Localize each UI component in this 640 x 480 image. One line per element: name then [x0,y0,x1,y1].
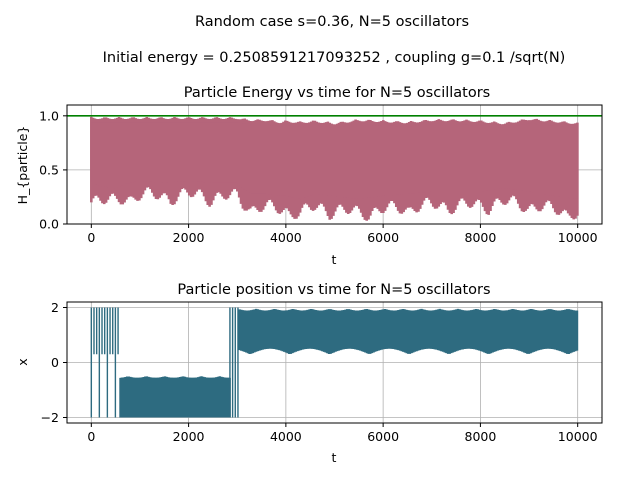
energy-axes-frame [66,104,603,225]
x-tick-label: 0 [87,230,95,245]
x-tick-label: 0 [87,429,95,444]
position-band-3 [239,313,578,341]
energy-series [90,116,579,221]
y-tick-label: 1.0 [39,108,59,123]
x-tick-label: 8000 [465,429,497,444]
x-tick-label: 10000 [558,230,598,245]
y-tick-label: 2 [51,300,59,315]
x-tick-label: 6000 [367,230,399,245]
energy-xlabel: t [332,252,337,267]
position-band-1 [120,377,230,417]
y-tick-label: 0.0 [39,217,59,232]
x-tick-label: 4000 [270,429,302,444]
figure-suptitle-line1: Random case s=0.36, N=5 oscillators [195,14,469,30]
position-xlabel: t [332,450,337,465]
x-tick-label: 6000 [367,429,399,444]
figure-suptitle-line2: Initial energy = 0.2508591217093252 , co… [103,50,566,66]
energy-chart-title: Particle Energy vs time for N=5 oscillat… [184,85,491,101]
position-chart-title: Particle position vs time for N=5 oscill… [177,282,490,298]
energy-ylabel: H_{particle} [15,126,30,205]
y-tick-label: −2 [41,410,59,425]
position-segment-0 [90,307,119,418]
y-tick-label: 0 [51,355,59,370]
position-ylabel: x [15,358,30,365]
x-tick-label: 2000 [173,429,205,444]
energy-subplot: Particle Energy vs time for N=5 oscillat… [15,85,603,267]
position-ticks: 0 2000 4000 6000 8000 10000 −2 0 2 [41,300,598,444]
y-tick-label: 0.5 [39,162,59,177]
position-segment-2 [229,307,239,418]
x-tick-label: 2000 [173,230,205,245]
x-tick-label: 10000 [558,429,598,444]
x-tick-label: 8000 [465,230,497,245]
energy-series-band [91,122,578,200]
x-tick-label: 4000 [270,230,302,245]
position-subplot: Particle position vs time for N=5 oscill… [15,282,603,465]
energy-ticks: 0 2000 4000 6000 8000 10000 0.0 0.5 1.0 [39,108,598,245]
position-series [90,307,579,418]
